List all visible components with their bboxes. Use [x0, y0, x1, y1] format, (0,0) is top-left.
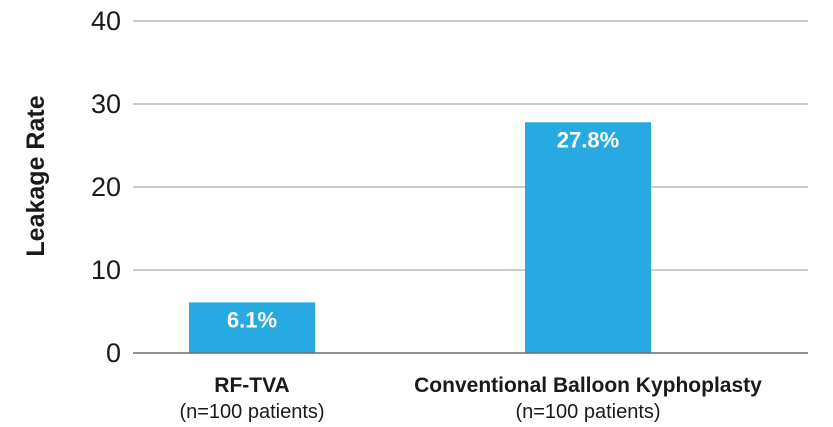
- y-tick-label: 20: [91, 172, 121, 202]
- data-label: 27.8%: [557, 127, 619, 152]
- bar: [189, 302, 315, 353]
- data-label: 6.1%: [227, 307, 277, 332]
- x-category-label: RF-TVA: [214, 374, 289, 397]
- y-axis-label: Leakage Rate: [22, 95, 50, 256]
- gridlines: [133, 20, 808, 271]
- x-category-label: Conventional Balloon Kyphoplasty: [414, 374, 762, 397]
- y-tick-label: 30: [91, 89, 121, 119]
- y-axis-ticks: 0 10 20 30 40: [91, 6, 121, 368]
- y-tick-label: 10: [91, 255, 121, 285]
- bar: [525, 122, 651, 353]
- y-tick-label: 40: [91, 6, 121, 36]
- x-category-subtitle: (n=100 patients): [179, 401, 324, 423]
- x-axis-categories: RF-TVA (n=100 patients) Conventional Ballo…: [179, 374, 762, 423]
- y-tick-label: 0: [106, 338, 121, 368]
- x-category-subtitle: (n=100 patients): [515, 401, 660, 423]
- bars: 6.1% 27.8%: [189, 122, 651, 353]
